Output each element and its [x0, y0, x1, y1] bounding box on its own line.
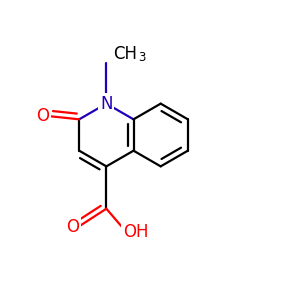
Text: O: O	[66, 218, 79, 236]
Text: 3: 3	[138, 52, 146, 64]
Text: N: N	[100, 94, 112, 112]
Text: CH: CH	[113, 45, 137, 63]
Text: OH: OH	[123, 223, 148, 241]
Text: O: O	[36, 107, 49, 125]
